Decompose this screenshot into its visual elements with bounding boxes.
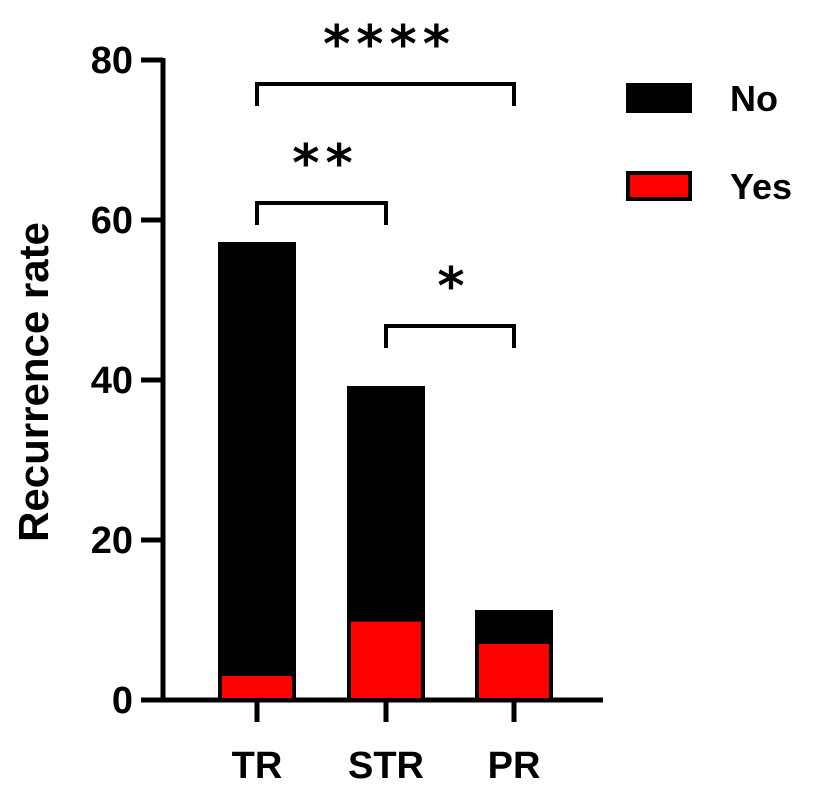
x-tick-label-tr: TR [232,745,283,787]
x-axis: TR STR PR [161,697,603,787]
bar-tr-yes [218,672,296,702]
legend-swatch-yes [626,171,692,201]
significance-label: ** [292,134,358,194]
significance-label: * [437,257,470,317]
legend-label-yes: Yes [730,166,792,207]
bar-pr-yes [475,640,553,702]
y-tick-label: 0 [112,680,133,722]
bar-pr-no [475,610,553,642]
significance-bracket [255,82,516,106]
y-tick-label: 40 [91,360,133,402]
x-tick-label-pr: PR [488,745,541,787]
significance-brackets: ******* [255,15,516,348]
bars [218,242,553,702]
legend: No Yes [626,78,792,207]
significance-bracket [384,324,516,348]
bar-str-no [347,386,425,620]
legend-swatch-no [626,83,692,113]
bar-tr-no [218,242,296,674]
y-axis: 0 20 40 60 80 [91,40,166,722]
y-tick-label: 60 [91,200,133,242]
significance-label: **** [323,15,456,75]
x-tick-label-str: STR [348,745,424,787]
legend-label-no: No [730,78,778,119]
y-axis-label: Recurrence rate [10,222,57,542]
y-tick-label: 20 [91,520,133,562]
significance-bracket [255,201,388,225]
bar-str-yes [347,617,425,702]
y-tick-label: 80 [91,40,133,82]
